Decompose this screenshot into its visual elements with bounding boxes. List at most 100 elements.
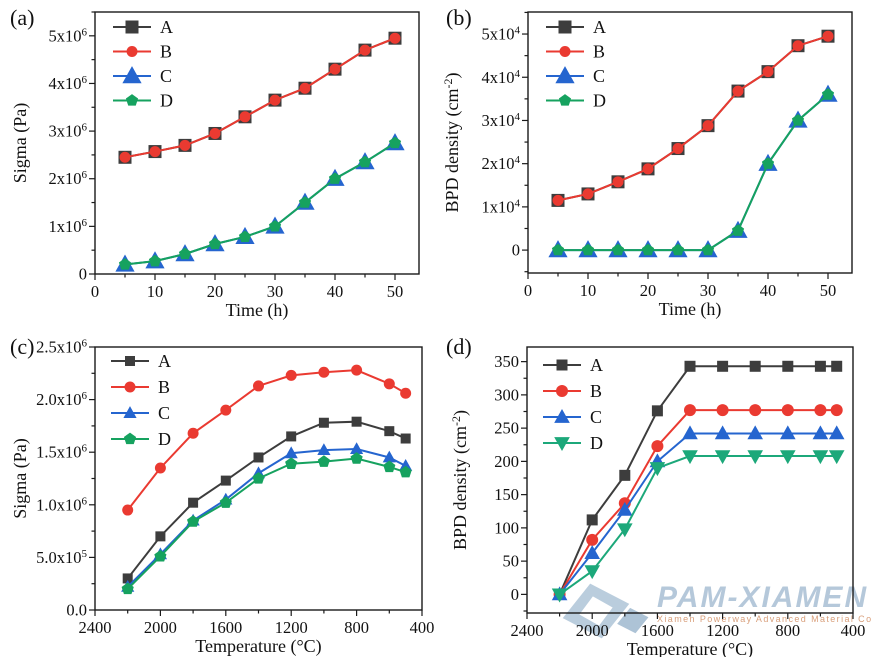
svg-text:1200: 1200 [275,618,308,637]
panel-label-a: (a) [10,5,35,30]
svg-text:40: 40 [327,282,344,301]
svg-text:A: A [160,17,173,37]
tick-labels: 0 10 20 30 40 50 0 1x104 2x104 3x104 4x104 5x104 [482,25,837,300]
watermark-brand: PAM-XIAMEN [657,581,869,614]
panel-label-d: (d) [446,334,472,359]
svg-text:1600: 1600 [209,618,242,637]
series-C [548,84,838,258]
panel-label-c: (c) [10,334,35,359]
svg-text:A: A [593,17,606,37]
plot-border [94,346,423,611]
svg-text:D: D [158,429,171,449]
svg-text:0: 0 [512,241,520,260]
svg-text:B: B [593,42,605,62]
y-axis-title: BPD density (cm-2) [441,73,463,213]
svg-text:0: 0 [79,265,87,284]
svg-text:3x104: 3x104 [482,111,521,130]
svg-text:50: 50 [820,281,837,300]
svg-text:3x106: 3x106 [49,122,88,141]
x-axis-title: Time (h) [659,299,722,320]
x-axis-title: Time (h) [226,300,289,321]
chart-b-canvas: 0 10 20 30 40 50 0 1x104 2x104 3x104 4x104 5x104 Tim… [441,11,853,320]
plot-border [527,11,853,274]
svg-text:C: C [158,403,170,423]
svg-text:2x106: 2x106 [49,169,88,188]
svg-text:800: 800 [775,621,800,640]
svg-text:2.5x106: 2.5x106 [36,338,87,357]
y-axis-title: Sigma (Pa) [10,438,31,519]
tick-labels: 2400 2000 1600 1200 800 400 0.0 5.0x105 1.0x106 1… [36,338,434,638]
axis-ticks [521,361,854,619]
svg-text:250: 250 [494,419,519,438]
svg-text:30: 30 [700,281,717,300]
legend-item-C: C [546,66,605,86]
legend-item-D: D [546,91,606,111]
legend-item-C: C [543,407,602,427]
chart-c-canvas: 2400 2000 1600 1200 800 400 0.0 5.0x105 1.0x106 1… [10,338,434,657]
svg-text:150: 150 [494,485,519,504]
watermark-subtext: Xiamen Powerway Advanced Material Co.,Lt… [657,614,872,624]
chart-a-canvas: 0 10 20 30 40 50 0 1x106 2x106 3x106 4x106 5x106 Tim… [10,11,420,321]
series-B [552,30,834,206]
svg-text:5x104: 5x104 [482,25,521,44]
svg-text:2000: 2000 [144,618,177,637]
series-B [122,364,412,516]
legend-item-A: A [546,17,606,37]
svg-text:10: 10 [580,281,597,300]
series-D [551,88,835,256]
svg-text:100: 100 [494,518,519,537]
svg-text:200: 200 [494,452,519,471]
svg-text:1600: 1600 [641,621,674,640]
x-axis-title: Temperature (°C) [627,639,753,657]
legend-item-B: B [543,381,602,401]
legend-item-D: D [111,429,171,449]
svg-text:400: 400 [841,621,866,640]
svg-text:0: 0 [91,282,99,301]
legend-item-D: D [543,433,603,453]
panel-label-b: (b) [446,5,472,30]
legend-item-B: B [546,42,605,62]
svg-text:30: 30 [267,282,284,301]
svg-text:2400: 2400 [511,621,544,640]
legend-item-D: D [113,91,173,111]
svg-text:1x104: 1x104 [482,197,521,216]
svg-text:350: 350 [494,352,519,371]
svg-text:5.0x105: 5.0x105 [36,548,87,567]
series-D [551,450,845,603]
series-D [118,136,402,270]
tick-labels: 0 10 20 30 40 50 0 1x106 2x106 3x106 4x106 5x106 [49,26,404,301]
svg-text:B: B [160,42,172,62]
svg-text:1x106: 1x106 [49,217,88,236]
subplot-d: (d) 2400 2000 1600 1200 800 400 0 50 100 150 200 25… [436,329,872,657]
svg-text:4x104: 4x104 [482,68,521,87]
svg-text:C: C [590,407,602,427]
svg-text:A: A [590,355,603,375]
legend-item-B: B [111,377,170,397]
series-A [554,360,843,600]
svg-text:40: 40 [760,281,777,300]
y-axis-title: BPD density (cm-2) [449,410,471,550]
subplot-c: (c) 2400 2000 1600 1200 800 400 0.0 5.0x105 1.0x… [0,329,436,657]
svg-text:0: 0 [511,585,519,604]
svg-text:D: D [160,91,173,111]
svg-text:10: 10 [147,282,164,301]
svg-text:20: 20 [640,281,657,300]
svg-text:1.0x106: 1.0x106 [36,495,87,514]
axis-ticks [522,11,829,279]
axis-ticks [89,346,423,616]
legend-item-A: A [113,17,173,37]
subplot-a: (a) 0 10 20 30 40 50 0 1x106 2x106 3x106 4x106 5x10… [0,0,436,329]
svg-text:2000: 2000 [576,621,609,640]
svg-text:5x106: 5x106 [49,26,88,45]
svg-text:50: 50 [503,552,520,571]
legend-item-A: A [111,351,171,371]
watermark-diamond-icon [562,583,649,639]
legend-item-C: C [111,403,170,423]
svg-text:20: 20 [207,282,224,301]
plot-border [526,346,854,614]
chart-d-canvas: 2400 2000 1600 1200 800 400 0 50 100 150 200 250 300… [449,346,866,657]
series-D [121,452,412,595]
